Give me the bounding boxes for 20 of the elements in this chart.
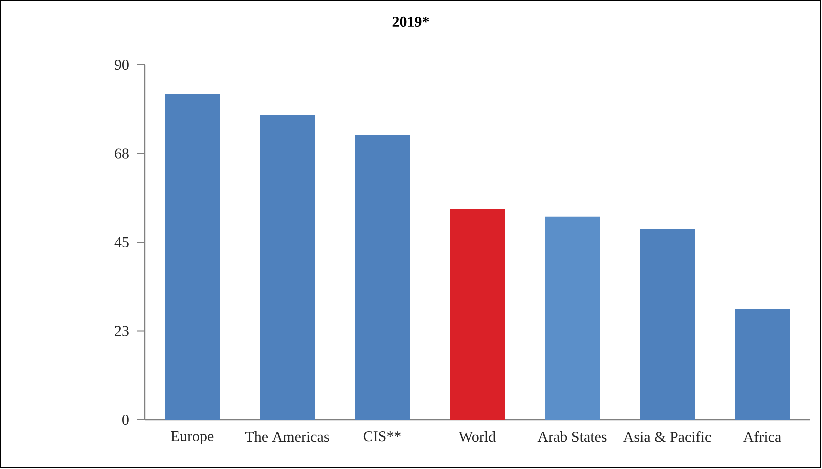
x-tick-label: Europe <box>171 432 214 445</box>
bar <box>355 135 410 420</box>
bar <box>545 216 600 420</box>
bar <box>640 229 696 420</box>
x-tick-label: Africa <box>743 432 782 442</box>
x-tick-label: Arab States <box>538 432 607 442</box>
bar <box>450 208 506 420</box>
y-tick-label: 45 <box>114 238 129 248</box>
bar <box>260 115 315 420</box>
y-tick-label: 90 <box>114 60 129 70</box>
bar <box>165 94 220 420</box>
x-tick-label: The Americas <box>245 432 330 442</box>
y-tick-label: 23 <box>115 326 129 336</box>
x-tick-label: CIS** <box>364 432 401 442</box>
bar <box>735 309 790 420</box>
x-tick-label: World <box>458 432 496 442</box>
y-tick-label: 0 <box>122 414 129 426</box>
chart-title: 2019* <box>392 16 430 28</box>
y-tick-label: 68 <box>115 148 129 159</box>
x-tick-label: Asia & Pacific <box>623 432 712 442</box>
